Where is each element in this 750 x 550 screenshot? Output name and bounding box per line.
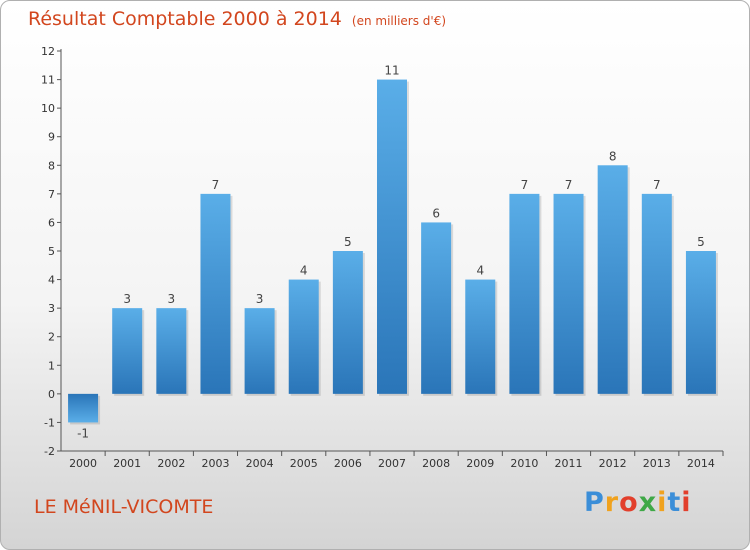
y-tick-label: 10 [41, 102, 55, 115]
x-tick-label: 2013 [643, 457, 671, 470]
y-tick-label: 11 [41, 74, 55, 87]
x-tick-label: 2008 [422, 457, 450, 470]
bar-2001[interactable] [112, 308, 143, 394]
logo-letter: i [657, 487, 668, 518]
x-tick-label: 2011 [555, 457, 583, 470]
y-tick-label: 8 [48, 159, 55, 172]
y-tick-label: -2 [44, 445, 55, 458]
x-tick-label: 2004 [246, 457, 274, 470]
y-tick-label: 2 [48, 331, 55, 344]
bar-2008[interactable] [421, 222, 452, 394]
bar-2011[interactable] [553, 193, 584, 394]
logo-letter: P [584, 487, 605, 518]
y-tick-label: 3 [48, 302, 55, 315]
bar-2009[interactable] [465, 279, 496, 394]
data-label-2008: 6 [432, 206, 440, 220]
x-tick-label: 2007 [378, 457, 406, 470]
x-tick-label: 2012 [599, 457, 627, 470]
bar-2007[interactable] [377, 79, 407, 394]
chart-title-text: Résultat Comptable 2000 à 2014 [28, 8, 342, 30]
logo-letter: r [604, 487, 620, 518]
y-tick-label: 7 [48, 188, 55, 201]
bar-2012[interactable] [597, 165, 628, 394]
chart-unit-label: (en milliers d'€) [351, 14, 447, 28]
bar-2013[interactable] [641, 193, 672, 394]
bar-2002[interactable] [156, 308, 187, 394]
city-name: LE MéNIL-VICOMTE [34, 496, 214, 518]
data-label-2001: 3 [123, 292, 131, 306]
y-tick-label: 9 [48, 131, 55, 144]
x-tick-label: 2009 [466, 457, 494, 470]
x-tick-label: 2005 [290, 457, 318, 470]
data-labels: -1 3 3 7 3 4 5 11 6 4 7 7 8 7 5 [77, 64, 705, 441]
x-tick-label: 2006 [334, 457, 362, 470]
data-label-2004: 3 [256, 292, 264, 306]
data-label-2010: 7 [521, 178, 529, 192]
x-axis: 2000 2001 2002 2003 2004 2005 2006 2007 2008 2009… [61, 450, 724, 470]
chart-title: Résultat Comptable 2000 à 2014 (en millie… [28, 8, 446, 30]
x-tick-label: 2001 [113, 457, 141, 470]
y-tick-label: 1 [48, 359, 55, 372]
x-tick-label: 2010 [510, 457, 538, 470]
y-tick-label: 0 [48, 388, 55, 401]
y-tick-label: 5 [48, 245, 55, 258]
data-label-2000: -1 [77, 426, 89, 440]
bar-2005[interactable] [288, 279, 319, 394]
data-label-2003: 7 [212, 178, 220, 192]
bar-2014[interactable] [685, 251, 716, 394]
data-label-2012: 8 [609, 149, 617, 163]
data-label-2014: 5 [697, 235, 705, 249]
bar-2004[interactable] [244, 308, 275, 394]
x-tick-label: 2000 [69, 457, 97, 470]
x-tick-label: 2003 [201, 457, 229, 470]
logo-letter: x [638, 487, 658, 518]
bars [68, 79, 718, 425]
x-tick-label: 2014 [687, 457, 715, 470]
proxiti-logo[interactable]: Proxiti [584, 487, 692, 518]
data-label-2011: 7 [565, 178, 573, 192]
data-label-2006: 5 [344, 235, 352, 249]
data-label-2013: 7 [653, 178, 661, 192]
y-tick-label: 4 [48, 274, 55, 287]
y-tick-label: 12 [41, 45, 55, 58]
data-label-2002: 3 [168, 292, 176, 306]
logo-letter: o [619, 487, 639, 518]
y-tick-label: -1 [44, 416, 55, 429]
data-label-2007: 11 [384, 64, 399, 78]
bar-2006[interactable] [332, 251, 363, 394]
y-tick-label: 6 [48, 216, 55, 229]
logo-letter: i [681, 487, 692, 518]
logo-letter: t [667, 487, 682, 518]
data-label-2005: 4 [300, 264, 308, 278]
bar-2000[interactable] [68, 393, 99, 423]
bar-2003[interactable] [200, 193, 231, 394]
x-tick-label: 2002 [157, 457, 185, 470]
bar-2010[interactable] [509, 193, 540, 394]
data-label-2009: 4 [476, 264, 484, 278]
